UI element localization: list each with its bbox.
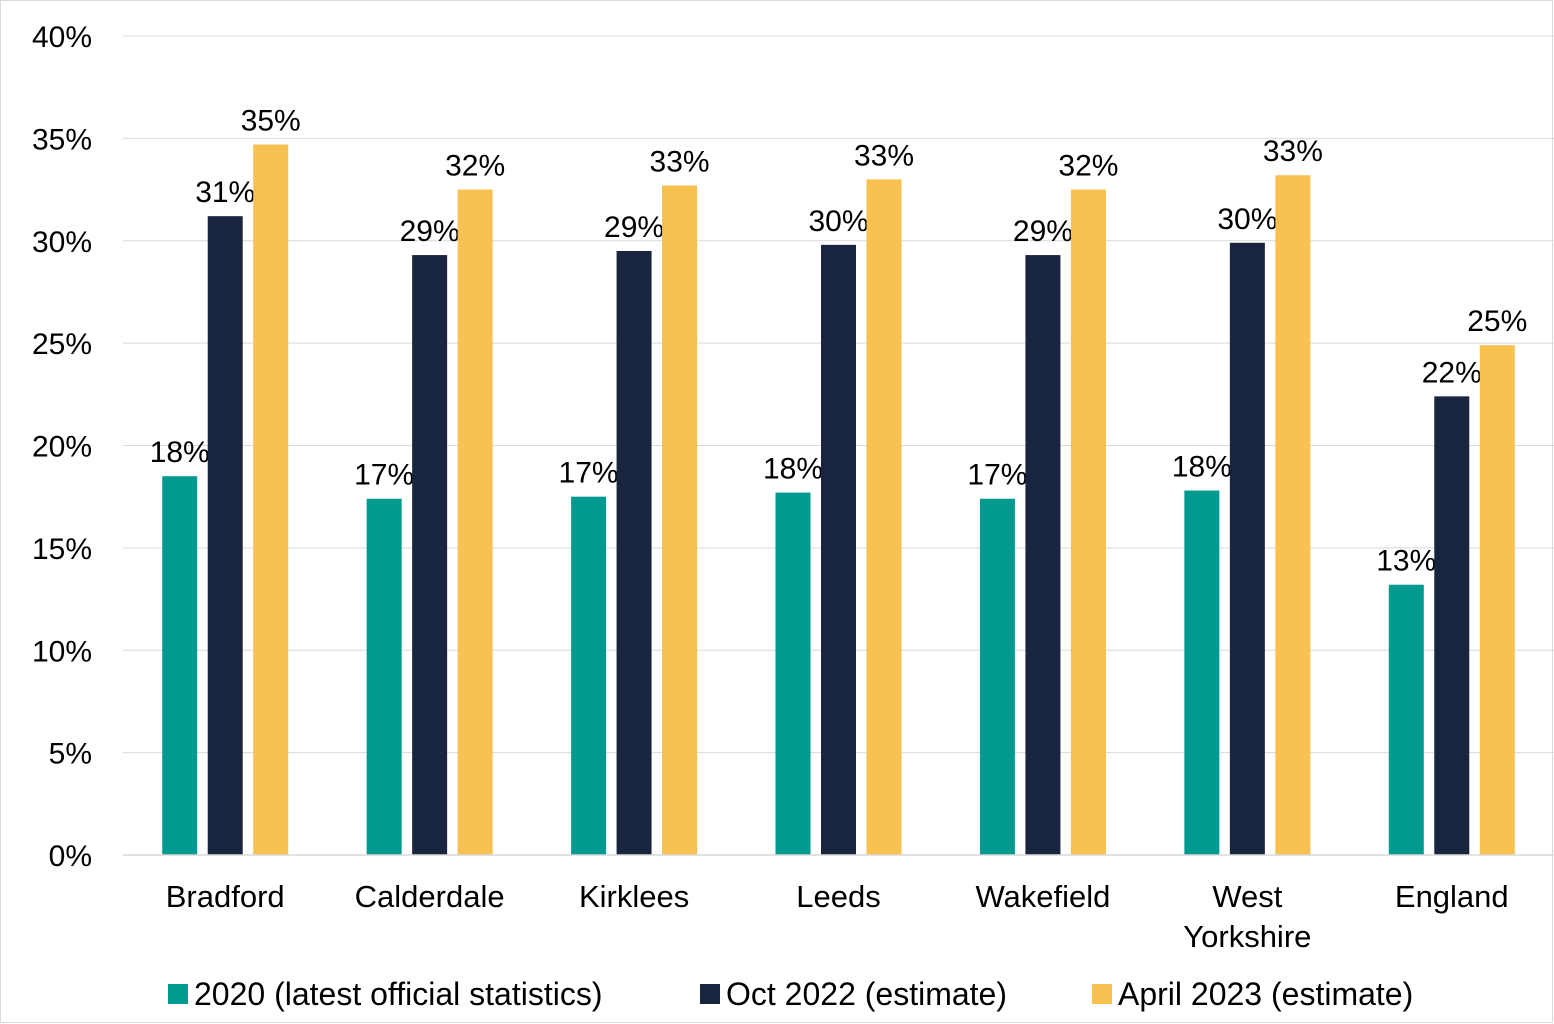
data-label-kirklees-series-1: 17% xyxy=(559,457,619,490)
bar-wakefield-series-2 xyxy=(1025,255,1061,855)
data-label-bradford-series-1: 18% xyxy=(150,436,210,469)
data-label-west-yorkshire-series-2: 30% xyxy=(1217,203,1277,236)
bar-bradford-series-1 xyxy=(162,476,198,855)
y-tick-label: 0% xyxy=(49,840,92,873)
data-label-kirklees-series-2: 29% xyxy=(604,211,664,244)
data-label-england-series-3: 25% xyxy=(1467,305,1527,338)
data-label-bradford-series-2: 31% xyxy=(195,176,255,209)
legend-swatch-2020 xyxy=(168,984,188,1004)
data-label-west-yorkshire-series-3: 33% xyxy=(1263,135,1323,168)
bar-wakefield-series-3 xyxy=(1070,189,1106,855)
data-label-west-yorkshire-series-1: 18% xyxy=(1172,451,1232,484)
y-tick-label: 25% xyxy=(32,328,92,361)
data-label-england-series-2: 22% xyxy=(1422,356,1482,389)
y-tick-label: 30% xyxy=(32,226,92,259)
y-tick-label: 15% xyxy=(32,533,92,566)
x-category-label-kirklees: Kirklees xyxy=(579,879,689,914)
legend: 2020 (latest official statistics) Oct 20… xyxy=(0,972,1554,1016)
bar-calderdale-series-3 xyxy=(457,189,493,855)
legend-label-april-2023: April 2023 (estimate) xyxy=(1118,975,1414,1012)
y-tick-label: 40% xyxy=(32,21,92,54)
legend-item-oct-2022: Oct 2022 (estimate) xyxy=(700,972,1007,1016)
data-label-kirklees-series-3: 33% xyxy=(650,145,710,178)
bar-calderdale-series-2 xyxy=(412,255,448,855)
y-tick-label: 35% xyxy=(32,123,92,156)
data-label-leeds-series-2: 30% xyxy=(808,205,868,238)
legend-item-2020: 2020 (latest official statistics) xyxy=(168,972,602,1016)
legend-swatch-april-2023 xyxy=(1092,984,1112,1004)
data-label-calderdale-series-2: 29% xyxy=(400,215,460,248)
bar-leeds-series-2 xyxy=(821,244,856,856)
bar-west-yorkshire-series-1 xyxy=(1184,490,1220,855)
bar-leeds-series-1 xyxy=(775,492,811,855)
bar-kirklees-series-1 xyxy=(571,496,607,855)
legend-label-2020: 2020 (latest official statistics) xyxy=(194,975,603,1012)
x-category-label-england: England xyxy=(1395,879,1509,914)
bar-england-series-2 xyxy=(1434,396,1470,855)
y-tick-label: 5% xyxy=(49,738,92,771)
bar-leeds-series-3 xyxy=(866,179,902,855)
bar-bradford-series-3 xyxy=(253,144,289,855)
x-category-label-west-yorkshire: Yorkshire xyxy=(1183,919,1311,954)
bar-bradford-series-2 xyxy=(207,216,243,855)
bar-england-series-1 xyxy=(1388,584,1424,855)
x-category-label-west-yorkshire: West xyxy=(1212,879,1282,914)
x-category-label-leeds: Leeds xyxy=(796,879,880,914)
data-label-calderdale-series-3: 32% xyxy=(445,150,505,183)
bar-west-yorkshire-series-3 xyxy=(1275,175,1311,856)
data-label-wakefield-series-3: 32% xyxy=(1058,150,1118,183)
legend-label-oct-2022: Oct 2022 (estimate) xyxy=(726,975,1007,1012)
bar-wakefield-series-1 xyxy=(979,498,1015,855)
x-category-label-bradford: Bradford xyxy=(166,879,285,914)
bar-west-yorkshire-series-2 xyxy=(1229,242,1265,856)
legend-item-april-2023: April 2023 (estimate) xyxy=(1092,972,1413,1016)
data-label-bradford-series-3: 35% xyxy=(241,105,301,138)
bar-kirklees-series-2 xyxy=(616,250,652,856)
data-label-calderdale-series-1: 17% xyxy=(354,459,414,492)
y-tick-label: 10% xyxy=(32,635,92,668)
x-category-label-calderdale: Calderdale xyxy=(355,879,505,914)
x-category-label-wakefield: Wakefield xyxy=(975,879,1110,914)
bar-england-series-3 xyxy=(1479,345,1515,855)
bar-chart: 0% 5% 10% 15% 20% 25% 30% 35% 40% 18% 31% 35% 17% 29%… xyxy=(32,21,1554,954)
bar-kirklees-series-3 xyxy=(662,185,698,855)
y-tick-label: 20% xyxy=(32,431,92,464)
data-label-england-series-1: 13% xyxy=(1376,545,1436,578)
legend-swatch-oct-2022 xyxy=(700,984,720,1004)
data-label-leeds-series-1: 18% xyxy=(763,453,823,486)
data-label-wakefield-series-2: 29% xyxy=(1013,215,1073,248)
bar-calderdale-series-1 xyxy=(366,498,402,855)
data-label-leeds-series-3: 33% xyxy=(854,139,914,172)
data-label-wakefield-series-1: 17% xyxy=(967,459,1027,492)
